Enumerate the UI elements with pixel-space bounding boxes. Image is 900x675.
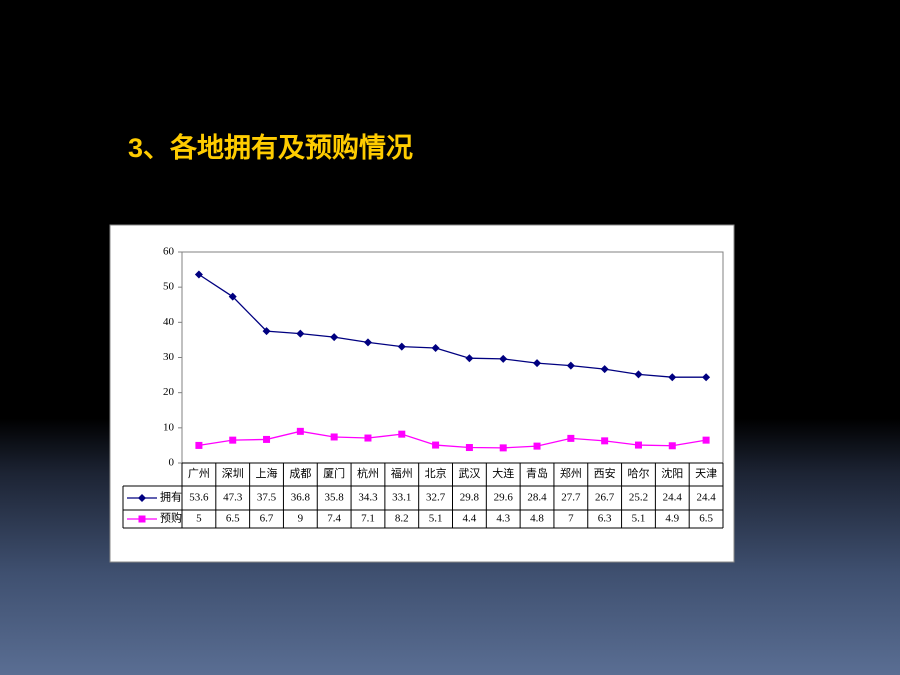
legend-marker: [138, 515, 146, 523]
x-tick-label: 青岛: [526, 466, 548, 480]
table-value: 7.1: [361, 513, 375, 525]
table-value: 34.3: [358, 492, 378, 504]
y-tick-label: 50: [163, 281, 175, 293]
point-marker: [634, 370, 643, 379]
point-marker: [364, 434, 372, 442]
point-marker: [499, 354, 508, 363]
table-value: 6.7: [260, 513, 274, 525]
point-marker: [465, 444, 473, 452]
y-tick-label: 0: [169, 457, 175, 469]
point-marker: [533, 359, 542, 368]
plot-area: [181, 251, 724, 464]
table-value: 24.4: [696, 492, 716, 504]
point-marker: [431, 344, 440, 353]
table-value: 6.3: [598, 513, 612, 525]
table-value: 9: [298, 513, 304, 525]
x-tick-label: 西安: [594, 466, 616, 480]
x-tick-label: 郑州: [560, 466, 582, 480]
table-value: 32.7: [426, 492, 446, 504]
x-tick-label: 广州: [188, 467, 210, 480]
table-value: 8.2: [395, 513, 409, 525]
point-marker: [566, 361, 575, 370]
point-marker: [330, 333, 339, 342]
series-line: [198, 273, 707, 378]
slide-title: 3、各地拥有及预购情况: [128, 133, 414, 163]
point-marker: [263, 435, 271, 443]
y-tick-label: 10: [163, 421, 175, 433]
point-marker: [465, 354, 474, 363]
series-line: [198, 430, 707, 449]
point-marker: [397, 342, 406, 351]
point-marker: [634, 441, 642, 449]
table-value: 4.8: [530, 513, 544, 525]
point-marker: [668, 442, 676, 450]
table-value: 5.1: [429, 513, 443, 525]
table-value: 29.8: [460, 492, 480, 504]
x-tick-label: 杭州: [357, 466, 379, 480]
legend-label: 拥有: [160, 490, 182, 504]
y-tick-label: 20: [163, 386, 175, 398]
point-marker: [702, 436, 710, 444]
x-tick-label: 厦门: [323, 466, 345, 480]
point-marker: [229, 436, 237, 444]
x-tick-label: 武汉: [458, 467, 480, 480]
point-marker: [194, 270, 203, 279]
y-tick-label: 60: [163, 246, 175, 258]
point-marker: [432, 441, 440, 449]
point-marker: [228, 292, 237, 301]
point-marker: [296, 427, 304, 435]
point-marker: [567, 434, 575, 442]
legend-label: 预购: [160, 511, 182, 525]
table-value: 26.7: [595, 492, 615, 504]
x-tick-label: 成都: [289, 467, 311, 480]
table-value: 5: [196, 513, 202, 525]
point-marker: [330, 433, 338, 441]
x-tick-label: 福州: [391, 466, 413, 480]
point-marker: [600, 365, 609, 374]
table-value: 36.8: [291, 492, 311, 504]
legend-marker: [138, 494, 146, 502]
point-marker: [398, 430, 406, 438]
table-value: 6.5: [226, 513, 240, 525]
x-tick-label: 深圳: [222, 467, 244, 480]
point-marker: [262, 327, 271, 336]
y-tick-label: 30: [163, 351, 175, 363]
table-value: 29.6: [494, 492, 514, 504]
point-marker: [363, 338, 372, 347]
x-tick-label: 天津: [695, 467, 717, 480]
x-tick-label: 哈尔: [627, 467, 649, 480]
table-value: 33.1: [392, 492, 411, 504]
table-value: 35.8: [325, 492, 345, 504]
x-tick-label: 沈阳: [661, 466, 683, 480]
table-value: 47.3: [223, 492, 243, 504]
table-value: 4.9: [665, 513, 679, 525]
table-value: 27.7: [561, 492, 581, 504]
point-marker: [296, 329, 305, 338]
x-tick-label: 大连: [492, 466, 514, 480]
table-value: 24.4: [663, 492, 683, 504]
table-value: 5.1: [632, 513, 646, 525]
table-value: 7.4: [327, 513, 341, 525]
table-value: 4.4: [463, 513, 477, 525]
point-marker: [601, 437, 609, 445]
point-marker: [668, 373, 677, 382]
table-value: 53.6: [189, 492, 209, 504]
point-marker: [499, 444, 507, 452]
table-value: 25.2: [629, 492, 648, 504]
y-tick-label: 40: [163, 316, 175, 328]
point-marker: [195, 441, 203, 449]
point-marker: [702, 373, 711, 382]
table-value: 37.5: [257, 492, 277, 504]
table-value: 4.3: [496, 513, 510, 525]
table-value: 7: [568, 513, 574, 525]
table-value: 6.5: [699, 513, 713, 525]
x-tick-label: 上海: [256, 466, 278, 480]
x-tick-label: 北京: [425, 466, 447, 480]
point-marker: [533, 442, 541, 450]
table-value: 28.4: [527, 492, 547, 504]
